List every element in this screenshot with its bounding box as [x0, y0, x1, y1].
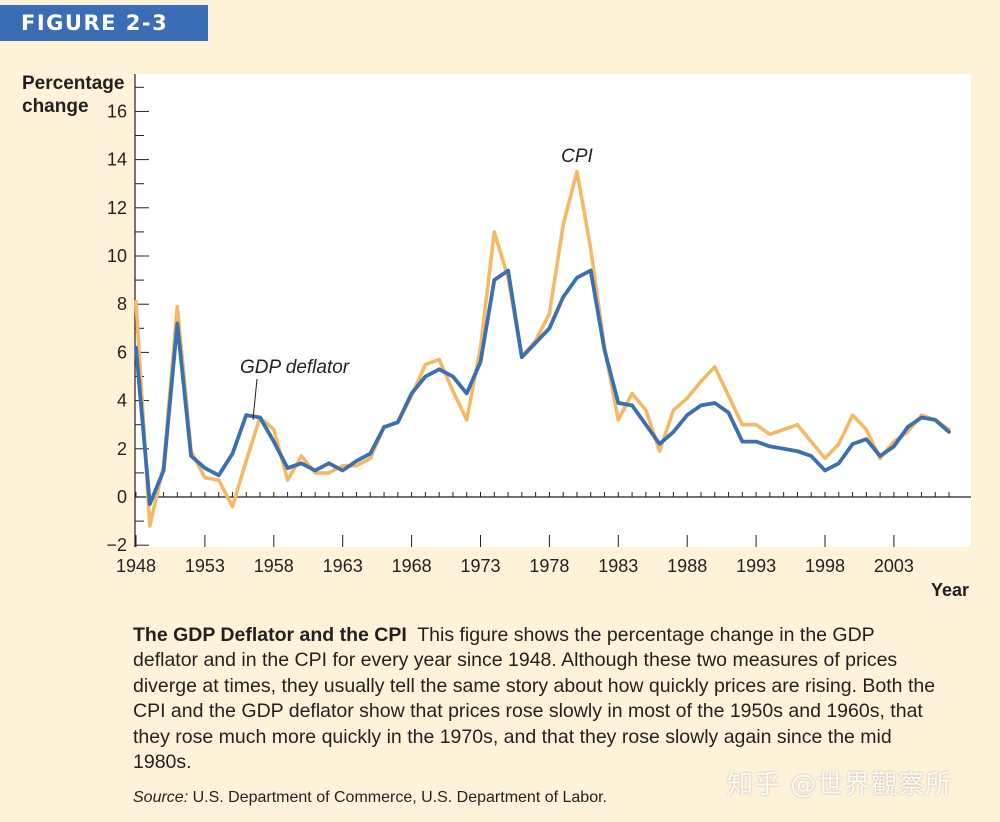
source-text: U.S. Department of Commerce, U.S. Depart… [192, 789, 607, 806]
x-tick-label: 1993 [736, 556, 776, 576]
source-note: Source: U.S. Department of Commerce, U.S… [133, 789, 607, 807]
y-tick-label: 10 [107, 246, 127, 266]
gdp-deflator-annotation: GDP deflator [240, 357, 350, 378]
series-layer [134, 169, 951, 528]
cpi-annotation: CPI [561, 146, 593, 167]
figure-label: FIGURE 2-3 [0, 5, 208, 41]
x-tick-label: 1958 [254, 556, 294, 576]
x-tick-label: 1968 [392, 556, 432, 576]
x-axis-label: Year [931, 580, 970, 600]
caption-body: This figure shows the percentage change … [133, 624, 936, 774]
x-tick-label: 1978 [529, 556, 569, 576]
annotations: CPI GDP deflator [240, 146, 594, 420]
x-tick-label: 1963 [323, 556, 363, 576]
x-tick-label: 1983 [598, 556, 638, 576]
y-tick-label: 8 [117, 294, 127, 314]
x-tick-label: 1948 [116, 556, 156, 576]
x-tick-label: 1953 [185, 556, 225, 576]
y-axis-label: Percentage change [22, 72, 124, 118]
plot-area [135, 74, 971, 547]
x-tick-label: 1998 [805, 556, 845, 576]
y-tick-label: 0 [117, 487, 127, 507]
x-tick-label: 2003 [874, 556, 914, 576]
y-tick-label: 12 [107, 198, 127, 218]
series-line-cpi [134, 169, 951, 528]
y-tick-label: −2 [106, 535, 127, 555]
caption-title: The GDP Deflator and the CPI [133, 624, 407, 646]
series-line-gdp-deflator [134, 268, 951, 507]
y-tick-label: 4 [117, 391, 127, 411]
y-tick-label: 14 [107, 150, 127, 170]
watermark: 知乎 @世界觀察所 [727, 770, 953, 800]
y-axis-label-text: Percentage change [22, 73, 125, 117]
x-tick-label: 1988 [667, 556, 707, 576]
y-tick-label: 16 [107, 101, 127, 121]
figure-caption: The GDP Deflator and the CPI This figure… [133, 623, 943, 775]
y-tick-label: 6 [117, 342, 127, 362]
source-label: Source: [133, 789, 189, 806]
gdp-annotation-leader [252, 378, 258, 420]
y-tick-label: 2 [117, 439, 127, 459]
x-tick-label: 1973 [460, 556, 500, 576]
axes: −2 0 2 4 6 8 10 12 14 16 1948 1953 1958 1963 1968 1973 1… [106, 74, 971, 576]
